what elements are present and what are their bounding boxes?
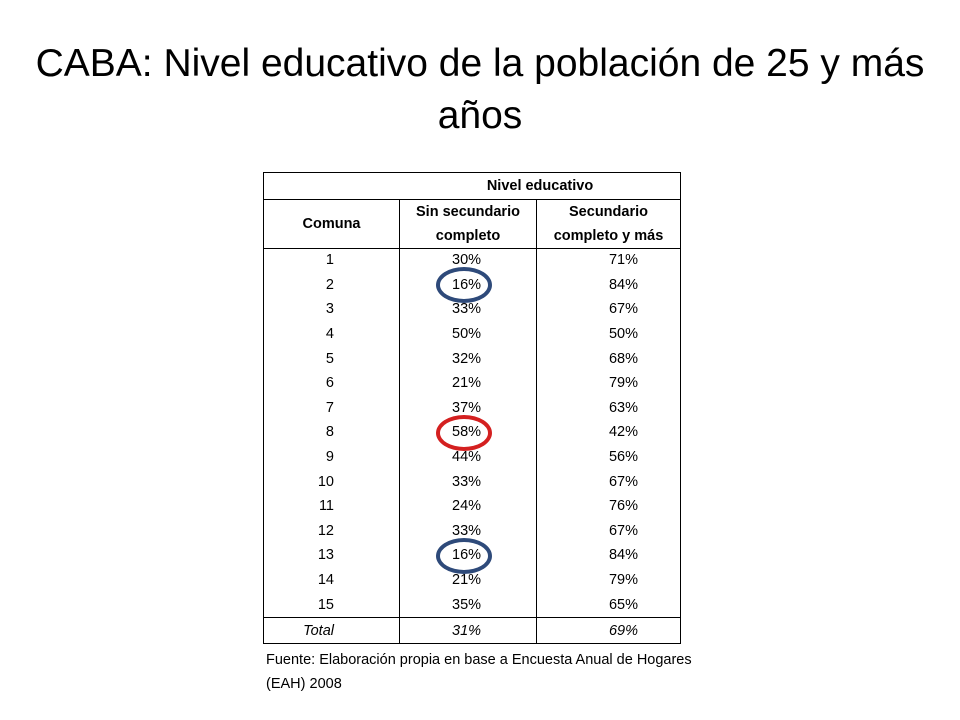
table-row: 9 44% 56% [264, 445, 680, 470]
total-sin-secundario: 31% [452, 622, 482, 639]
highlight-circle [436, 266, 492, 303]
total-row: Total 31% 69% [264, 617, 680, 643]
table-row: 5 32% 68% [264, 346, 680, 371]
comuna-cell: 9 [325, 449, 334, 466]
sin-secundario-cell: 33% [452, 301, 482, 318]
total-secundario: 69% [608, 622, 638, 639]
comuna-cell: 2 [325, 276, 334, 293]
sin-secundario-cell: 33% [452, 473, 482, 490]
highlight-circle [436, 537, 492, 574]
total-label: Total [303, 622, 334, 639]
secundario-cell: 76% [608, 498, 638, 515]
secundario-cell: 42% [608, 424, 638, 441]
secundario-cell: 67% [608, 522, 638, 539]
secundario-cell: 84% [608, 276, 638, 293]
secundario-cell: 71% [608, 252, 638, 269]
source-note: Fuente: Elaboración propia en base a Enc… [266, 652, 692, 692]
comuna-cell: 7 [325, 399, 334, 416]
secundario-cell: 84% [608, 547, 638, 564]
sin-secundario-cell: 33% [452, 522, 482, 539]
column-divider [536, 199, 537, 643]
sin-secundario-cell: 50% [452, 326, 482, 343]
table-row: 12 33% 67% [264, 519, 680, 544]
group-header: Nivel educativo [486, 178, 594, 194]
education-table: Nivel educativo Comuna Sin secundario co… [263, 172, 681, 644]
header-secundario: Secundario completo y más [553, 203, 664, 244]
comuna-cell: 12 [317, 522, 334, 539]
table-row: 6 21% 79% [264, 371, 680, 396]
sin-secundario-cell: 21% [452, 572, 482, 589]
table-row: 3 33% 67% [264, 297, 680, 322]
sin-secundario-cell: 35% [452, 596, 482, 613]
secundario-cell: 67% [608, 473, 638, 490]
header-comuna: Comuna [264, 199, 400, 248]
secundario-cell: 65% [608, 596, 638, 613]
secundario-cell: 56% [608, 449, 638, 466]
comuna-cell: 10 [317, 473, 334, 490]
table-row: 1 30% 71% [264, 248, 680, 273]
sin-secundario-cell: 32% [452, 350, 482, 367]
comuna-cell: 4 [325, 326, 334, 343]
comuna-cell: 3 [325, 301, 334, 318]
sin-secundario-cell: 30% [452, 252, 482, 269]
table-row: 4 50% 50% [264, 322, 680, 347]
sin-secundario-cell: 37% [452, 399, 482, 416]
comuna-cell: 15 [317, 596, 334, 613]
comuna-cell: 6 [325, 375, 334, 392]
secundario-cell: 63% [608, 399, 638, 416]
table-row: 15 35% 65% [264, 592, 680, 617]
comuna-cell: 8 [325, 424, 334, 441]
comuna-cell: 14 [317, 572, 334, 589]
highlight-circle [436, 414, 492, 451]
secundario-cell: 67% [608, 301, 638, 318]
header-sin-secundario: Sin secundario completo [400, 199, 537, 248]
comuna-cell: 5 [325, 350, 334, 367]
sin-secundario-cell: 24% [452, 498, 482, 515]
comuna-cell: 13 [317, 547, 334, 564]
table-row: 14 21% 79% [264, 568, 680, 593]
table-row: 11 24% 76% [264, 494, 680, 519]
secundario-cell: 50% [608, 326, 638, 343]
comuna-cell: 1 [325, 252, 334, 269]
comuna-cell: 11 [318, 498, 334, 515]
table-row: 7 37% 63% [264, 396, 680, 421]
group-header-row: Nivel educativo [264, 173, 680, 200]
slide-title: CABA: Nivel educativo de la población de… [35, 42, 925, 137]
sin-secundario-cell: 21% [452, 375, 482, 392]
column-header-row: Comuna Sin secundario completo Secundari… [264, 199, 680, 249]
secundario-cell: 68% [608, 350, 638, 367]
secundario-cell: 79% [608, 572, 638, 589]
table-row: 10 33% 67% [264, 469, 680, 494]
sin-secundario-cell: 44% [452, 449, 482, 466]
secundario-cell: 79% [608, 375, 638, 392]
column-divider [399, 199, 400, 643]
